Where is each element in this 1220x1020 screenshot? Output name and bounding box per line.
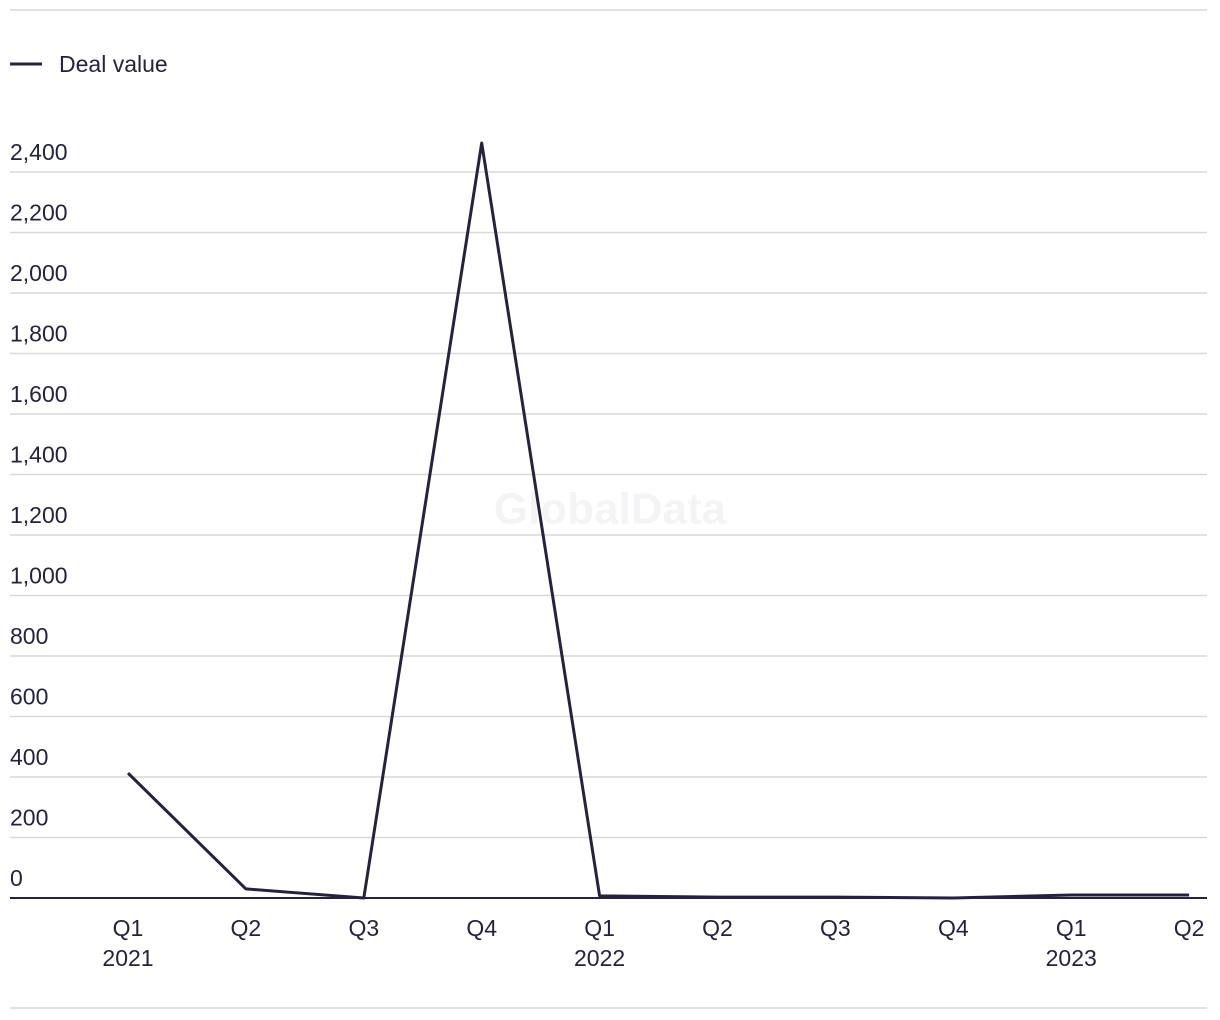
x-tick-label: Q4 (466, 915, 497, 941)
x-year-label: 2021 (102, 945, 153, 971)
y-tick-label: 2,400 (10, 139, 68, 165)
y-tick-label: 1,800 (10, 321, 68, 347)
x-year-label: 2023 (1046, 945, 1097, 971)
y-tick-label: 1,000 (10, 563, 68, 589)
y-tick-label: 200 (10, 805, 48, 831)
y-tick-label: 1,400 (10, 442, 68, 468)
legend-label: Deal value (59, 51, 168, 77)
x-tick-label: Q3 (820, 915, 851, 941)
watermark: GlobalData (494, 485, 727, 534)
x-tick-label: Q1 (584, 915, 615, 941)
y-tick-label: 800 (10, 623, 48, 649)
x-tick-label: Q1 (1056, 915, 1087, 941)
x-tick-label: Q4 (938, 915, 969, 941)
x-tick-label: Q2 (231, 915, 262, 941)
x-tick-label: Q3 (348, 915, 379, 941)
x-tick-label: Q2 (702, 915, 733, 941)
y-tick-label: 0 (10, 865, 23, 891)
y-tick-label: 400 (10, 744, 48, 770)
y-tick-label: 1,600 (10, 381, 68, 407)
x-tick-label: Q2 (1174, 915, 1205, 941)
y-tick-label: 2,200 (10, 200, 68, 226)
y-tick-label: 600 (10, 684, 48, 710)
x-tick-label: Q1 (113, 915, 144, 941)
data-line (126, 141, 1190, 900)
y-tick-label: 2,000 (10, 260, 68, 286)
x-year-label: 2022 (574, 945, 625, 971)
y-tick-label: 1,200 (10, 502, 68, 528)
